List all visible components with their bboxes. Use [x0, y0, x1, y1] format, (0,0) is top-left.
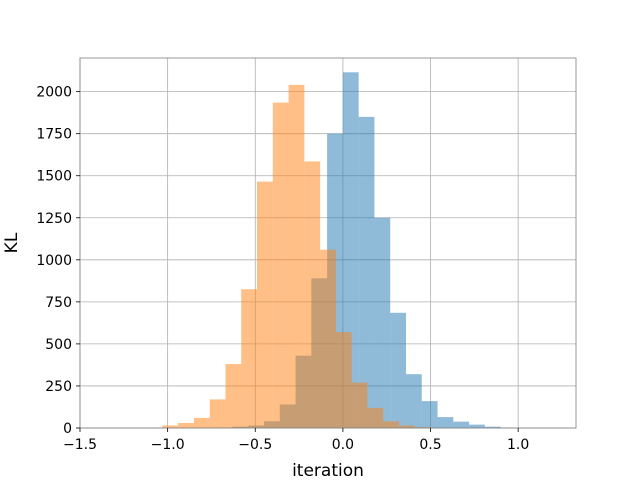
x-tick-label: 0.0: [332, 437, 354, 453]
y-tick-label: 2000: [36, 85, 72, 101]
y-tick-label: 750: [45, 295, 72, 311]
histogram-bar: [421, 401, 438, 428]
y-tick-label: 1500: [36, 169, 72, 185]
x-tick-label: −0.5: [238, 437, 272, 453]
histogram-bar: [193, 417, 210, 428]
histogram-bars: [146, 72, 517, 429]
x-axis-ticks: −1.5 −1.0 −0.5 0.0 0.5 1.0: [63, 428, 529, 453]
x-tick-label: −1.0: [151, 437, 185, 453]
axes-frame: [79, 57, 577, 429]
histogram-bar: [405, 374, 422, 428]
histogram-bar: [453, 421, 470, 428]
y-tick-label: 0: [63, 421, 72, 437]
y-axis-ticks: 0 250 500 750 1000 1250 1500 1750 2000: [36, 85, 80, 437]
x-tick-label: 0.5: [419, 437, 441, 453]
histogram-bar: [390, 312, 406, 428]
y-tick-label: 1250: [36, 211, 72, 227]
histogram-bar: [241, 289, 258, 428]
histogram-bar: [257, 181, 273, 428]
histogram-bar: [437, 417, 454, 428]
x-tick-label: −1.5: [63, 437, 97, 453]
histogram-bar: [304, 161, 321, 428]
y-tick-label: 250: [45, 379, 72, 395]
histogram-bar: [225, 364, 242, 428]
histogram-bar: [358, 116, 375, 428]
histogram-bar: [288, 84, 305, 428]
series-1-bars: [146, 84, 431, 429]
histogram-bar: [374, 217, 391, 428]
histogram-bar: [351, 382, 368, 428]
y-tick-label: 1750: [36, 127, 72, 143]
histogram-bar: [335, 332, 352, 428]
histogram-bar: [367, 407, 384, 428]
histogram-bar: [178, 422, 194, 428]
histogram-bar: [209, 399, 226, 428]
histogram-bar: [272, 102, 289, 429]
histogram-bar: [383, 421, 399, 428]
x-tick-label: 1.0: [507, 437, 529, 453]
y-tick-label: 1000: [36, 253, 72, 269]
histogram-bar: [414, 427, 431, 428]
y-tick-label: 500: [45, 337, 72, 353]
histogram-bar: [398, 425, 415, 428]
histogram-bar: [162, 425, 179, 428]
histogram-bar: [469, 424, 485, 428]
y-axis-title: KL: [2, 232, 22, 253]
x-axis-title: iteration: [292, 461, 364, 480]
histogram-bar: [320, 249, 336, 428]
histogram-bar: [484, 426, 501, 428]
